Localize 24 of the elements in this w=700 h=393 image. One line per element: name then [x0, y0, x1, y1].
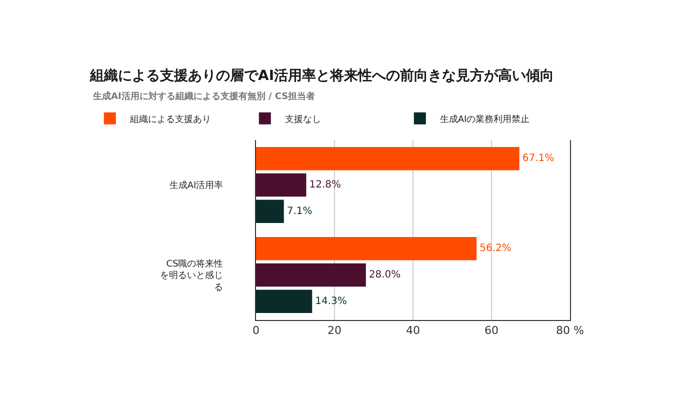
x-tick-label: 60 [484, 324, 498, 338]
bar [256, 173, 306, 197]
data-label: 14.3% [315, 296, 347, 307]
legend-label: 支援なし [284, 114, 321, 125]
y-tick-label: CS職の将来性を明るいと感じる [160, 258, 224, 293]
bar [256, 146, 520, 170]
x-tick-label: 20 [328, 324, 342, 338]
legend-label: 組織による支援あり [128, 114, 211, 125]
chart-subtitle: 生成AI活用に対する組織による支援有無別 / CS担当者 [92, 91, 316, 102]
data-label: 7.1% [286, 206, 312, 217]
bar [256, 236, 477, 260]
data-label: 12.8% [309, 180, 342, 190]
y-tick-label: 生成AI活用率 [169, 180, 224, 192]
bar [256, 290, 312, 314]
data-label: 56.2% [480, 243, 512, 254]
x-tick-label: 40 [406, 324, 420, 338]
bar [256, 200, 284, 224]
legend-label: 生成AIの業務利用禁止 [440, 114, 530, 125]
data-label: 67.1% [522, 153, 554, 164]
data-label: 28.0% [368, 270, 401, 280]
x-tick-label: 80 % [556, 324, 584, 338]
bar [256, 263, 366, 287]
x-tick-label: 0 [252, 324, 260, 338]
chart-title: 組織による支援ありの層でAI活用率と将来性への前向きな見方が高い傾向 [89, 66, 554, 84]
